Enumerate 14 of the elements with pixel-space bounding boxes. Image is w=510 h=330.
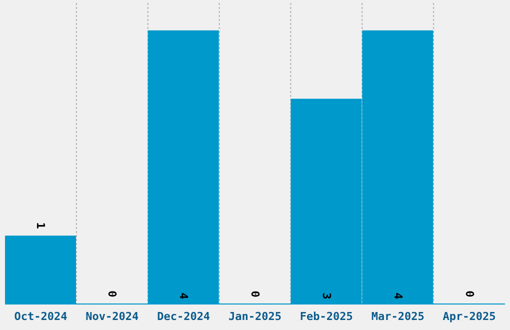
- x-tick-label: Dec-2024: [157, 310, 210, 323]
- x-tick-label: Nov-2024: [86, 310, 140, 323]
- x-tick-label: Feb-2025: [300, 310, 353, 323]
- x-tick-label: Apr-2025: [442, 310, 496, 323]
- x-tick-label: Mar-2025: [371, 310, 424, 323]
- data-label: 1: [34, 222, 48, 230]
- x-tick-label: Oct-2024: [14, 310, 68, 323]
- data-label: 0: [106, 290, 119, 298]
- data-label: 4: [177, 292, 190, 300]
- data-label: 4: [391, 292, 404, 300]
- x-tick-label: Jan-2025: [228, 310, 282, 323]
- data-label: 0: [462, 290, 476, 298]
- data-label: 0: [248, 290, 262, 298]
- data-label: 3: [320, 292, 333, 300]
